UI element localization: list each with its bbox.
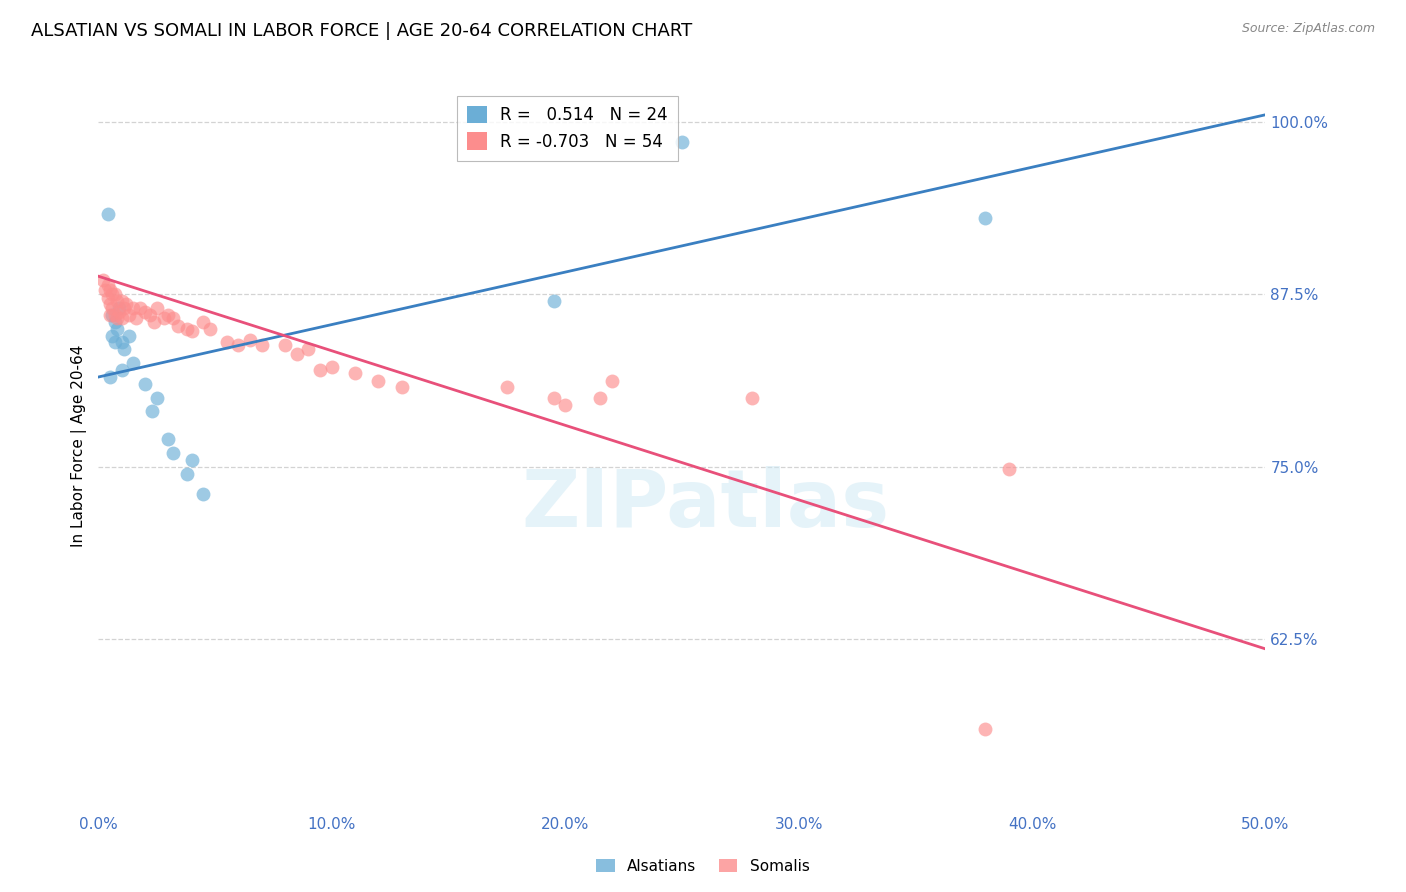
- Point: [111, 310, 134, 325]
- Point: [215, 335, 238, 350]
- Point: [162, 310, 184, 325]
- Text: ALSATIAN VS SOMALI IN LABOR FORCE | AGE 20-64 CORRELATION CHART: ALSATIAN VS SOMALI IN LABOR FORCE | AGE …: [31, 22, 692, 40]
- Point: [118, 328, 141, 343]
- Point: [321, 360, 343, 375]
- Point: [176, 321, 198, 335]
- Point: [141, 404, 163, 418]
- Point: [101, 308, 124, 322]
- Point: [101, 301, 124, 315]
- Point: [180, 325, 202, 339]
- Point: [239, 333, 262, 347]
- Point: [139, 308, 162, 322]
- Point: [228, 338, 250, 352]
- Text: ZIPatlas: ZIPatlas: [522, 466, 890, 543]
- Point: [367, 374, 389, 388]
- Point: [589, 391, 612, 405]
- Point: [104, 315, 127, 329]
- Point: [162, 446, 184, 460]
- Point: [997, 462, 1019, 476]
- Point: [309, 363, 332, 377]
- Point: [97, 207, 120, 221]
- Point: [671, 136, 693, 150]
- Point: [166, 318, 188, 333]
- Point: [157, 308, 180, 322]
- Point: [543, 391, 565, 405]
- Point: [105, 294, 128, 309]
- Y-axis label: In Labor Force | Age 20-64: In Labor Force | Age 20-64: [72, 345, 87, 547]
- Point: [98, 283, 121, 297]
- Point: [297, 343, 319, 357]
- Legend: R =   0.514   N = 24, R = -0.703   N = 54: R = 0.514 N = 24, R = -0.703 N = 54: [457, 96, 678, 161]
- Point: [115, 297, 138, 311]
- Point: [101, 287, 124, 301]
- Point: [193, 315, 215, 329]
- Point: [741, 391, 763, 405]
- Point: [98, 308, 121, 322]
- Text: Source: ZipAtlas.com: Source: ZipAtlas.com: [1241, 22, 1375, 36]
- Point: [146, 301, 169, 315]
- Point: [94, 283, 117, 297]
- Point: [496, 379, 519, 393]
- Point: [344, 366, 367, 380]
- Point: [554, 398, 576, 412]
- Point: [101, 328, 124, 343]
- Point: [111, 363, 134, 377]
- Point: [125, 310, 148, 325]
- Point: [391, 379, 413, 393]
- Point: [200, 321, 222, 335]
- Point: [176, 467, 198, 481]
- Point: [193, 487, 215, 501]
- Point: [108, 301, 131, 315]
- Point: [157, 432, 180, 446]
- Point: [108, 305, 131, 319]
- Point: [285, 346, 308, 360]
- Point: [97, 291, 120, 305]
- Point: [105, 321, 128, 335]
- Point: [118, 308, 141, 322]
- Point: [91, 273, 114, 287]
- Point: [111, 335, 134, 350]
- Point: [134, 305, 156, 319]
- Point: [122, 356, 145, 370]
- Point: [112, 343, 135, 357]
- Point: [129, 301, 152, 315]
- Point: [104, 308, 127, 322]
- Point: [134, 376, 156, 391]
- Point: [152, 310, 174, 325]
- Point: [250, 338, 273, 352]
- Point: [274, 338, 297, 352]
- Point: [104, 287, 127, 301]
- Point: [111, 294, 134, 309]
- Point: [143, 315, 166, 329]
- Point: [122, 301, 145, 315]
- Point: [974, 722, 997, 736]
- Point: [98, 297, 121, 311]
- Point: [98, 370, 121, 384]
- Point: [105, 310, 128, 325]
- Point: [180, 452, 202, 467]
- Point: [974, 211, 997, 226]
- Point: [600, 374, 623, 388]
- Point: [104, 335, 127, 350]
- Point: [97, 277, 120, 292]
- Legend: Alsatians, Somalis: Alsatians, Somalis: [591, 853, 815, 880]
- Point: [543, 294, 565, 309]
- Point: [146, 391, 169, 405]
- Point: [112, 301, 135, 315]
